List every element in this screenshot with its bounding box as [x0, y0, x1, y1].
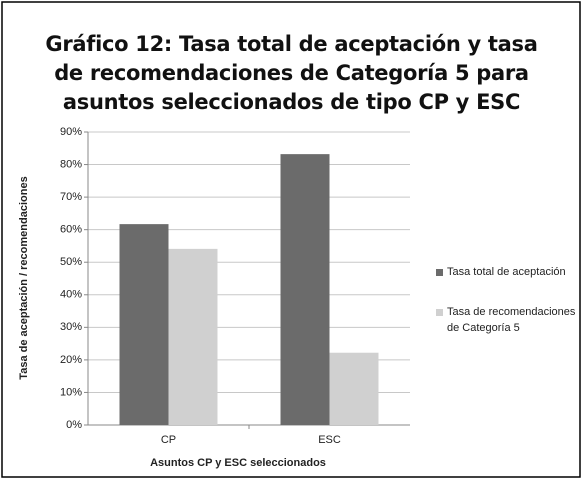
y-tick-label: 40% [60, 289, 82, 301]
y-axis-title: Tasa de aceptación / recomendaciones [18, 176, 30, 379]
bar [329, 352, 379, 425]
legend-item: Tasa de recomendaciones de Categoría 5 [436, 306, 577, 336]
legend-swatch [436, 269, 443, 276]
y-tick-label: 90% [60, 126, 82, 138]
x-tick-label: ESC [318, 434, 341, 446]
y-tick-label: 30% [60, 321, 82, 333]
legend-item: Tasa total de aceptación [436, 266, 577, 280]
y-tick-label: 0% [66, 419, 82, 431]
chart-title: Gráfico 12: Tasa total de aceptación y t… [45, 32, 538, 114]
bar [119, 224, 169, 425]
x-axis-title: Asuntos CP y ESC seleccionados [150, 457, 326, 469]
y-tick-label: 70% [60, 191, 82, 203]
y-tick-label: 50% [60, 256, 82, 268]
bar [280, 154, 330, 426]
y-tick-label: 60% [60, 224, 82, 236]
x-tick-label: CP [161, 434, 176, 446]
legend-label: Tasa total de aceptación [447, 266, 566, 278]
y-tick-label: 10% [60, 386, 82, 398]
y-tick-label: 80% [60, 158, 82, 170]
legend-swatch [436, 309, 443, 316]
bar [168, 248, 218, 425]
legend-label: Tasa de recomendaciones de Categoría 5 [447, 306, 576, 334]
y-tick-label: 20% [60, 354, 82, 366]
